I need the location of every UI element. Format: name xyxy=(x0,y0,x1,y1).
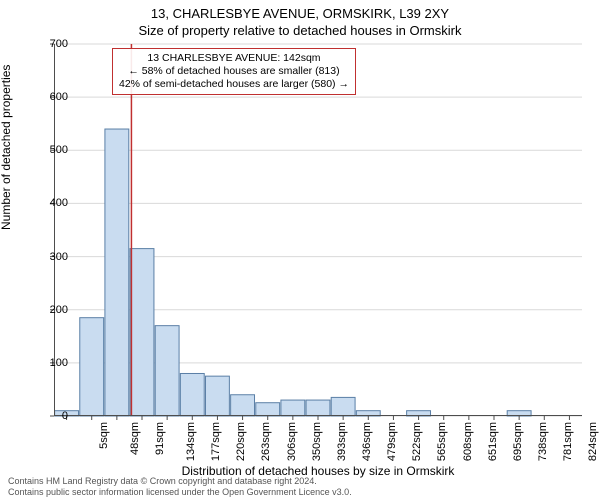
annotation-line-3: 42% of semi-detached houses are larger (… xyxy=(119,78,349,91)
figure-title: 13, CHARLESBYE AVENUE, ORMSKIRK, L39 2XY xyxy=(0,0,600,21)
y-tick: 500 xyxy=(38,144,68,156)
annotation-box: 13 CHARLESBYE AVENUE: 142sqm ← 58% of de… xyxy=(112,48,356,95)
x-tick: 565sqm xyxy=(437,422,449,461)
plot-area: 13 CHARLESBYE AVENUE: 142sqm ← 58% of de… xyxy=(54,44,582,416)
x-tick: 5sqm xyxy=(97,422,109,449)
y-axis-label: Number of detached properties xyxy=(0,65,13,230)
y-tick: 700 xyxy=(38,38,68,50)
x-tick: 48sqm xyxy=(129,422,141,455)
annotation-line-2: ← 58% of detached houses are smaller (81… xyxy=(119,65,349,78)
y-tick: 100 xyxy=(38,357,68,369)
figure-subtitle: Size of property relative to detached ho… xyxy=(0,21,600,40)
annotation-line-1: 13 CHARLESBYE AVENUE: 142sqm xyxy=(119,52,349,65)
y-tick: 400 xyxy=(38,197,68,209)
x-tick: 824sqm xyxy=(587,422,599,461)
x-tick: 781sqm xyxy=(562,422,574,461)
x-tick: 393sqm xyxy=(336,422,348,461)
x-tick: 738sqm xyxy=(537,422,549,461)
y-tick: 300 xyxy=(38,251,68,263)
x-tick: 651sqm xyxy=(487,422,499,461)
x-tick: 177sqm xyxy=(210,422,222,461)
y-tick: 0 xyxy=(38,410,68,422)
y-tick: 200 xyxy=(38,304,68,316)
x-tick: 306sqm xyxy=(286,422,298,461)
attribution-footer: Contains HM Land Registry data © Crown c… xyxy=(8,476,352,498)
x-tick: 479sqm xyxy=(386,422,398,461)
figure: 13, CHARLESBYE AVENUE, ORMSKIRK, L39 2XY… xyxy=(0,0,600,500)
x-tick: 220sqm xyxy=(235,422,247,461)
x-tick: 695sqm xyxy=(512,422,524,461)
footer-line-2: Contains public sector information licen… xyxy=(8,487,352,498)
x-tick: 350sqm xyxy=(311,422,323,461)
histogram-svg xyxy=(54,44,582,416)
x-tick: 134sqm xyxy=(185,422,197,461)
x-tick: 522sqm xyxy=(411,422,423,461)
x-tick: 608sqm xyxy=(462,422,474,461)
x-tick: 436sqm xyxy=(361,422,373,461)
footer-line-1: Contains HM Land Registry data © Crown c… xyxy=(8,476,352,487)
y-tick: 600 xyxy=(38,91,68,103)
x-tick: 263sqm xyxy=(261,422,273,461)
x-tick: 91sqm xyxy=(154,422,166,455)
